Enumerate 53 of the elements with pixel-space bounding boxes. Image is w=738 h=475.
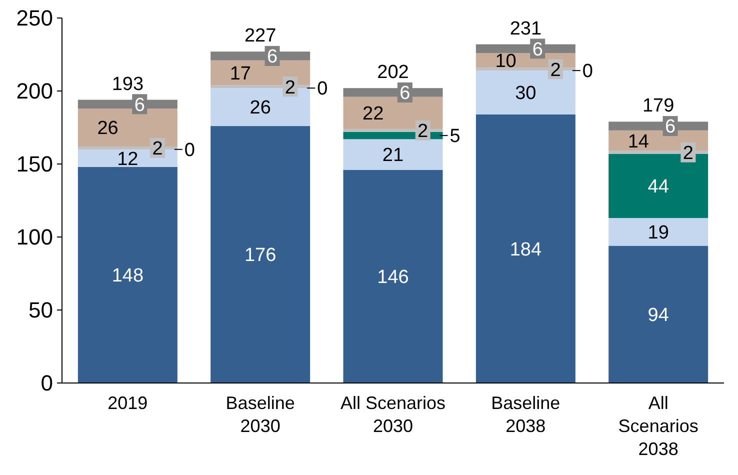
data-label: 5 <box>450 126 460 148</box>
data-label: 30 <box>515 83 536 104</box>
bar <box>476 114 576 383</box>
data-label: 2 <box>418 121 428 142</box>
data-label: 6 <box>134 94 145 116</box>
data-label: 26 <box>97 118 118 140</box>
y-tick-label: 150 <box>16 152 53 177</box>
y-tick-label: 100 <box>16 224 53 250</box>
total-label: 202 <box>377 62 409 84</box>
data-label: 94 <box>648 305 670 326</box>
data-label: 146 <box>377 267 409 288</box>
data-label: 6 <box>532 39 543 60</box>
data-label: 176 <box>244 245 276 266</box>
y-tick-label: 250 <box>16 6 53 31</box>
x-tick-label: 2019 <box>108 393 148 413</box>
x-tick-label: All Scenarios 2038 <box>618 393 698 459</box>
total-label: 179 <box>642 96 674 117</box>
data-label: 184 <box>510 239 542 260</box>
bar <box>78 166 178 383</box>
x-tick-label: Baseline 2030 <box>226 393 295 436</box>
data-label: 6 <box>664 116 676 138</box>
data-label: 2 <box>152 138 163 160</box>
data-label: 2 <box>550 60 561 81</box>
data-label: 2 <box>284 77 296 98</box>
data-label: 22 <box>362 104 384 125</box>
data-label: 14 <box>628 131 650 152</box>
total-label: 231 <box>510 18 542 40</box>
data-label: 26 <box>250 98 271 119</box>
data-label: 12 <box>117 148 138 170</box>
y-tick-label: 0 <box>40 370 53 396</box>
data-label: 148 <box>112 266 144 287</box>
data-label: 19 <box>648 222 669 244</box>
bar <box>608 218 708 246</box>
bar <box>343 170 443 383</box>
bar <box>343 139 443 170</box>
annotation: 0 <box>184 140 195 162</box>
y-tick-label: 200 <box>16 78 53 104</box>
annotation: 0 <box>582 61 593 82</box>
annotation: 0 <box>317 78 328 100</box>
total-label: 193 <box>112 74 144 95</box>
data-label: 2 <box>682 142 694 164</box>
data-label: 6 <box>400 83 410 104</box>
data-label: 17 <box>230 63 252 84</box>
bar <box>210 126 310 383</box>
bar <box>608 246 708 383</box>
data-label: 10 <box>495 50 516 72</box>
y-tick-label: 50 <box>28 298 53 323</box>
x-tick-label: Baseline 2038 <box>491 393 560 436</box>
data-label: 6 <box>266 46 278 68</box>
total-label: 227 <box>244 26 276 47</box>
data-label: 44 <box>648 176 670 198</box>
x-tick-label: All Scenarios 2030 <box>340 393 446 436</box>
data-label: 21 <box>382 145 404 166</box>
